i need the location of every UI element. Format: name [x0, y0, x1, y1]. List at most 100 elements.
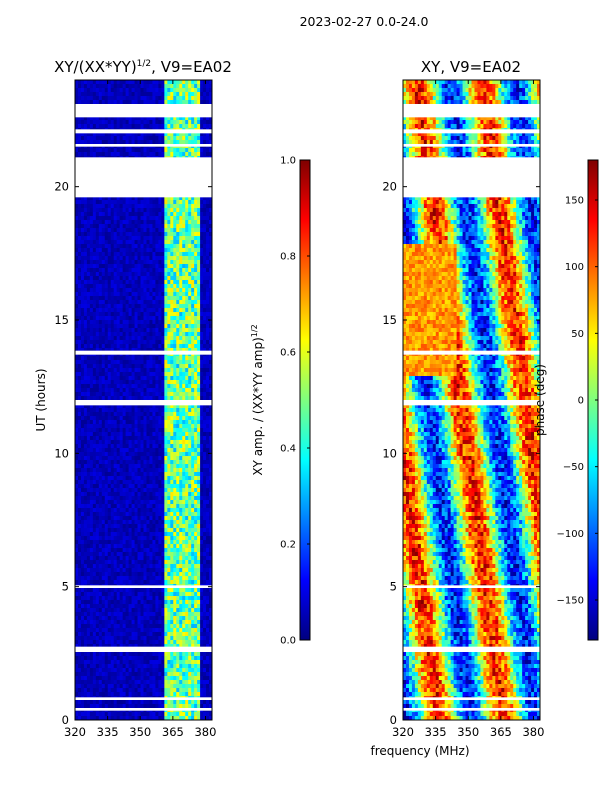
heatmap-cell — [191, 264, 195, 269]
heatmap-cell — [92, 408, 97, 413]
heatmap-cell — [101, 296, 106, 301]
heatmap-cell — [167, 288, 171, 293]
heatmap-cell — [80, 208, 85, 213]
heatmap-cell — [206, 496, 210, 501]
heatmap-cell — [167, 312, 171, 317]
heatmap-cell — [95, 420, 100, 425]
heatmap-cell — [209, 336, 212, 341]
heatmap-cell — [167, 248, 171, 253]
heatmap-cell — [75, 504, 79, 509]
heatmap-cell — [194, 136, 198, 141]
heatmap-cell — [134, 136, 138, 141]
heatmap-cell — [191, 136, 195, 141]
heatmap-cell — [173, 100, 177, 105]
heatmap-cell — [152, 392, 156, 397]
heatmap-cell — [134, 436, 138, 441]
heatmap-cell — [185, 92, 189, 97]
heatmap-cell — [98, 260, 103, 265]
heatmap-cell — [173, 284, 177, 289]
heatmap-cell — [116, 492, 121, 497]
heatmap-cell — [185, 300, 189, 305]
heatmap-cell — [176, 320, 180, 325]
heatmap-cell — [89, 384, 94, 389]
heatmap-cell — [161, 376, 165, 381]
heatmap-cell — [122, 148, 127, 153]
heatmap-cell — [98, 220, 103, 225]
heatmap-cell — [125, 348, 130, 353]
heatmap-cell — [104, 488, 109, 493]
heatmap-cell — [143, 116, 147, 121]
heatmap-cell — [185, 384, 189, 389]
heatmap-cell — [191, 268, 195, 273]
heatmap-cell — [200, 288, 204, 293]
heatmap-cell — [167, 136, 171, 141]
heatmap-cell — [131, 304, 135, 309]
heatmap-cell — [149, 344, 153, 349]
heatmap-cell — [146, 88, 150, 93]
heatmap-cell — [188, 132, 192, 137]
heatmap-cell — [86, 368, 91, 373]
heatmap-cell — [164, 364, 168, 369]
heatmap-cell — [107, 296, 112, 301]
heatmap-cell — [191, 236, 195, 241]
heatmap-cell — [80, 284, 85, 289]
heatmap-cell — [89, 236, 94, 241]
heatmap-cell — [98, 424, 103, 429]
heatmap-cell — [149, 280, 153, 285]
heatmap-cell — [128, 436, 132, 441]
heatmap-cell — [119, 452, 124, 457]
heatmap-cell — [98, 512, 103, 517]
heatmap-cell — [131, 120, 135, 125]
heatmap-cell — [89, 120, 94, 125]
heatmap-cell — [110, 372, 115, 377]
heatmap-cell — [203, 508, 207, 513]
heatmap-cell — [89, 116, 94, 121]
heatmap-cell — [122, 256, 127, 261]
heatmap-cell — [95, 492, 100, 497]
heatmap-cell — [182, 148, 186, 153]
heatmap-cell — [152, 288, 156, 293]
heatmap-cell — [197, 324, 201, 329]
heatmap-cell — [134, 200, 138, 205]
heatmap-cell — [185, 96, 189, 101]
heatmap-cell — [152, 428, 156, 433]
heatmap-cell — [146, 80, 150, 85]
heatmap-cell — [98, 216, 103, 221]
heatmap-cell — [131, 420, 135, 425]
heatmap-cell — [75, 140, 79, 145]
heatmap-cell — [146, 472, 150, 477]
heatmap-cell — [167, 272, 171, 277]
heatmap-cell — [80, 512, 85, 517]
heatmap-cell — [170, 232, 174, 237]
heatmap-cell — [149, 260, 153, 265]
heatmap-cell — [185, 432, 189, 437]
heatmap-cell — [176, 444, 180, 449]
heatmap-cell — [122, 384, 127, 389]
heatmap-cell — [194, 288, 198, 293]
heatmap-cell — [206, 288, 210, 293]
heatmap-cell — [131, 316, 135, 321]
heatmap-cell — [149, 348, 153, 353]
heatmap-cell — [158, 252, 162, 257]
heatmap-cell — [77, 236, 82, 241]
heatmap-cell — [206, 408, 210, 413]
heatmap-cell — [167, 424, 171, 429]
heatmap-cell — [161, 244, 165, 249]
heatmap-cell — [203, 332, 207, 337]
heatmap-cell — [158, 216, 162, 221]
heatmap-cell — [200, 384, 204, 389]
heatmap-cell — [104, 256, 109, 261]
heatmap-cell — [143, 212, 147, 217]
heatmap-cell — [137, 484, 141, 489]
heatmap-cell — [131, 148, 135, 153]
heatmap-cell — [77, 136, 82, 141]
heatmap-cell — [107, 504, 112, 509]
heatmap-cell — [188, 452, 192, 457]
heatmap-cell — [200, 252, 204, 257]
heatmap-cell — [143, 396, 147, 401]
heatmap-cell — [164, 356, 168, 361]
heatmap-cell — [86, 496, 91, 501]
heatmap-cell — [203, 384, 207, 389]
heatmap-cell — [107, 236, 112, 241]
heatmap-cell — [131, 356, 135, 361]
